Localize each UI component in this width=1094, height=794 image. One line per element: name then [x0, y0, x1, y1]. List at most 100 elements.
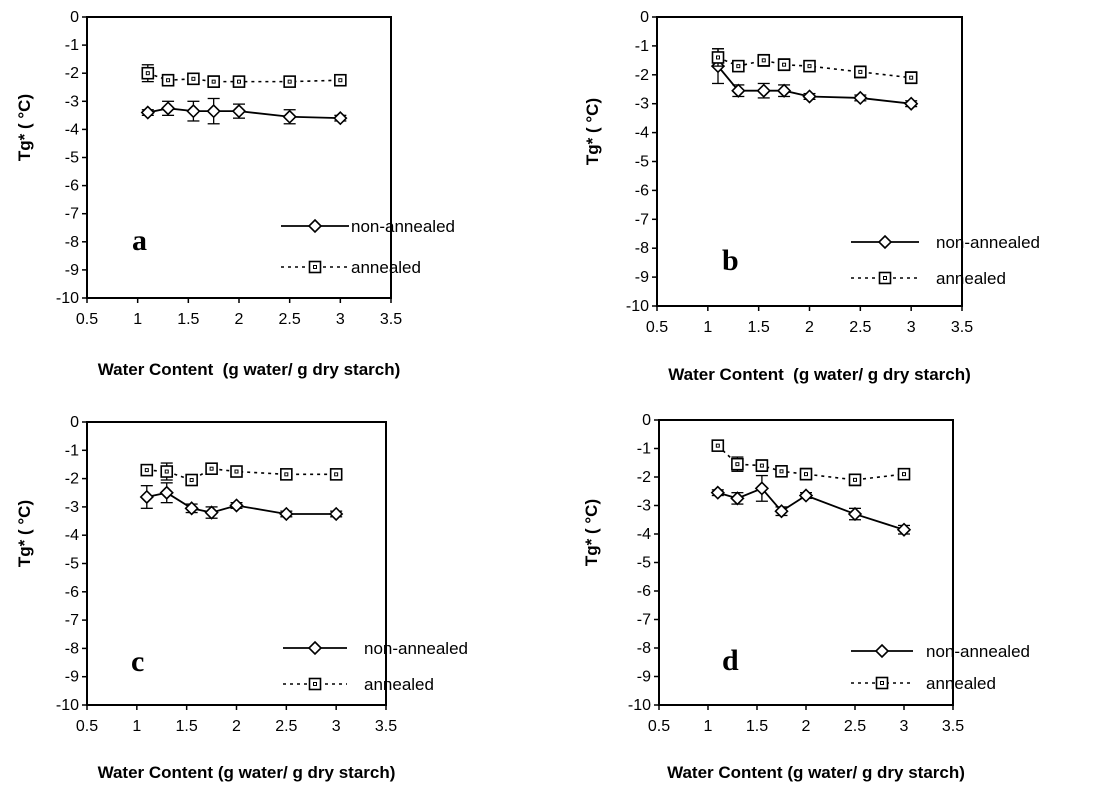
x-tick-label: 1.5 — [748, 319, 770, 336]
x-tick-label: 3 — [907, 319, 916, 336]
data-point — [710, 485, 725, 500]
y-tick-label: -6 — [635, 182, 649, 199]
legend-label: non-annealed — [351, 217, 455, 236]
legend-label: non-annealed — [936, 233, 1040, 252]
data-point — [205, 462, 218, 475]
y-tick-label: -5 — [65, 556, 79, 573]
y-tick-label: -7 — [635, 211, 649, 228]
data-point — [799, 467, 813, 481]
x-tick-label: 3 — [332, 718, 341, 735]
data-point — [230, 465, 243, 478]
data-point — [279, 506, 294, 522]
y-tick-label: -5 — [637, 555, 651, 572]
data-point — [329, 468, 343, 481]
legend-marker — [874, 643, 890, 659]
legend-marker — [878, 271, 892, 285]
legend-marker — [308, 260, 322, 274]
y-tick-label: -5 — [65, 150, 79, 167]
y-tick-label: -2 — [635, 67, 649, 84]
y-axis-label: Tg* ( °C) — [15, 500, 34, 567]
data-point — [329, 506, 344, 522]
y-tick-label: -4 — [65, 121, 79, 138]
data-point — [160, 101, 176, 116]
data-point — [229, 498, 244, 513]
legend-marker — [307, 218, 323, 234]
y-tick-label: -3 — [65, 93, 79, 110]
x-tick-label: 3.5 — [942, 718, 964, 735]
data-point — [776, 83, 792, 98]
y-tick-label: -9 — [635, 269, 649, 286]
data-point — [185, 473, 198, 487]
series-non-annealed — [139, 482, 344, 522]
data-point — [160, 465, 174, 478]
data-point — [802, 89, 817, 104]
x-tick-label: 1 — [704, 718, 713, 735]
y-tick-label: 0 — [642, 412, 651, 429]
x-tick-label: 2 — [232, 718, 241, 735]
data-point — [186, 104, 201, 119]
data-point — [757, 54, 771, 67]
series-annealed — [141, 64, 347, 88]
panel-label: d — [722, 644, 739, 677]
x-tick-label: 0.5 — [76, 311, 98, 328]
legend-label: annealed — [364, 675, 434, 694]
legend-entry-annealed: annealed — [851, 674, 996, 693]
legend-entry-non-annealed: non-annealed — [283, 639, 468, 658]
y-tick-label: -10 — [56, 697, 79, 714]
y-tick-label: 0 — [640, 9, 649, 26]
y-tick-label: -9 — [65, 669, 79, 686]
y-tick-label: -4 — [637, 526, 651, 543]
x-axis-label: Water Content (g water/ g dry starch) — [98, 763, 396, 782]
y-tick-label: -10 — [628, 697, 651, 714]
data-point — [774, 504, 789, 519]
y-tick-label: -5 — [635, 154, 649, 171]
x-tick-label: 2 — [805, 319, 814, 336]
y-tick-label: -3 — [637, 498, 651, 515]
x-axis-label: Water Content (g water/ g dry starch) — [667, 763, 965, 782]
series-non-annealed — [710, 48, 919, 111]
x-tick-label: 3.5 — [380, 311, 402, 328]
y-tick-label: -10 — [56, 290, 79, 307]
x-tick-label: 1.5 — [177, 311, 199, 328]
y-tick-label: -1 — [65, 37, 79, 54]
x-tick-label: 1 — [703, 319, 712, 336]
series-non-annealed — [710, 474, 912, 537]
data-point — [775, 464, 788, 478]
x-axis-label: Water Content (g water/ g dry starch) — [668, 365, 971, 384]
x-tick-label: 2.5 — [279, 311, 301, 328]
legend-entry-non-annealed: non-annealed — [851, 233, 1040, 252]
y-tick-label: -8 — [65, 640, 79, 657]
chart-panel-d: 0 -1 -2 -3 -4 -5 -6 -7 -8 -9 -10 0.5 1 1.5 2 2.5 3 3.5 Wat… — [582, 412, 1030, 782]
x-tick-label: 3.5 — [375, 718, 397, 735]
chart-panel-c: 0 -1 -2 -3 -4 -5 -6 -7 -8 -9 -10 0.5 1 1.5 2 2.5 3 3.5 Wat… — [15, 414, 468, 782]
data-point — [732, 59, 745, 73]
panel-label: c — [131, 645, 144, 678]
data-point — [731, 457, 744, 471]
legend-entry-annealed: annealed — [281, 258, 421, 277]
data-point — [207, 75, 220, 88]
y-tick-label: -9 — [637, 669, 651, 686]
y-tick-label: -7 — [65, 612, 79, 629]
data-point — [187, 72, 200, 86]
y-tick-label: -6 — [637, 583, 651, 600]
y-axis-label: Tg* ( °C) — [582, 499, 601, 566]
y-tick-label: -6 — [65, 584, 79, 601]
data-point — [754, 481, 770, 496]
data-point — [161, 73, 175, 87]
legend-label: annealed — [351, 258, 421, 277]
data-point — [141, 66, 155, 80]
y-tick-label: -10 — [626, 298, 649, 315]
x-tick-label: 0.5 — [76, 718, 98, 735]
chart-panel-b: 0 -1 -2 -3 -4 -5 -6 -7 -8 -9 -10 0.5 1 1.5 2 2.5 3 3.5 Wat… — [583, 9, 1040, 384]
data-point — [777, 58, 791, 71]
x-tick-label: 1.5 — [176, 718, 198, 735]
y-tick-label: -9 — [65, 262, 79, 279]
series-annealed — [711, 439, 911, 487]
data-point — [798, 488, 814, 503]
data-point — [140, 105, 155, 120]
data-point — [730, 491, 745, 506]
x-tick-label: 2.5 — [849, 319, 871, 336]
data-point — [755, 459, 769, 472]
data-point — [904, 71, 918, 84]
